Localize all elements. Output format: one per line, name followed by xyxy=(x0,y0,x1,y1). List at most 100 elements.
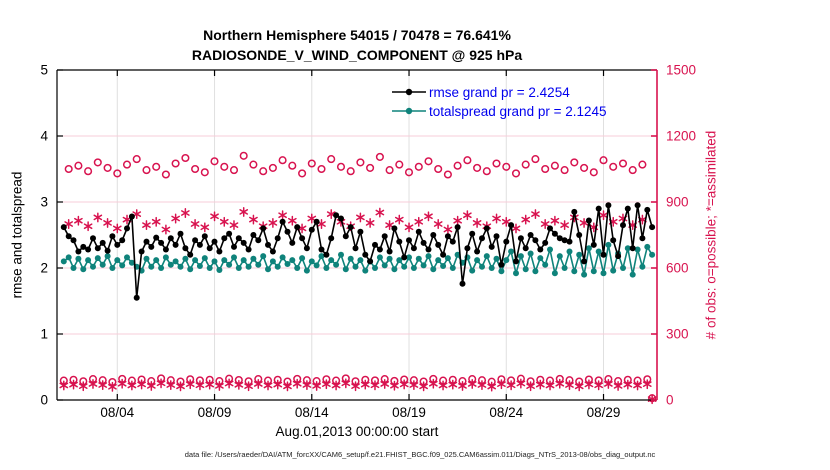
possible-marker xyxy=(589,168,598,177)
rmse-marker xyxy=(318,246,325,253)
totalspread-marker xyxy=(221,257,228,264)
totalspread-marker xyxy=(308,258,315,265)
x-tick-label: 08/04 xyxy=(100,405,134,420)
rmse-marker xyxy=(517,235,524,242)
totalspread-marker xyxy=(639,263,646,270)
totalspread-marker xyxy=(143,255,150,262)
totalspread-marker xyxy=(435,257,442,264)
assimilated-marker xyxy=(273,379,283,390)
totalspread-marker xyxy=(245,263,252,270)
rmse-marker xyxy=(235,235,242,242)
possible-marker xyxy=(327,155,336,164)
assimilated-marker xyxy=(516,378,526,389)
rmse-marker xyxy=(158,239,165,246)
possible-marker xyxy=(638,160,647,169)
totalspread-marker xyxy=(488,265,495,271)
assimilated-marker xyxy=(419,381,428,392)
rmse-marker xyxy=(522,245,529,252)
possible-marker xyxy=(64,164,73,174)
assimilated-marker xyxy=(287,215,297,226)
rmse-marker xyxy=(406,237,412,244)
assimilated-marker xyxy=(448,379,458,390)
totalspread-marker xyxy=(527,250,534,257)
rmse-marker xyxy=(503,238,510,245)
totalspread-marker xyxy=(211,258,218,265)
y-axis-label-right: # of obs: o=possible; *=assimilated xyxy=(703,130,719,340)
totalspread-marker xyxy=(444,255,451,262)
rmse-marker xyxy=(479,235,485,242)
rmse-marker xyxy=(75,248,82,255)
rmse-marker xyxy=(542,239,549,246)
assimilated-marker xyxy=(176,381,185,392)
totalspread-marker xyxy=(634,246,641,253)
rmse-marker xyxy=(192,237,199,244)
rmse-marker xyxy=(162,246,169,253)
totalspread-marker xyxy=(196,263,203,269)
axes xyxy=(56,69,658,401)
rmse-marker xyxy=(299,235,306,242)
totalspread-marker xyxy=(294,265,301,271)
totalspread-marker xyxy=(85,257,92,264)
rmse-marker xyxy=(396,238,403,245)
rmse-marker xyxy=(240,239,247,246)
assimilated-marker xyxy=(351,381,360,392)
rmse-marker xyxy=(493,233,500,240)
rmse-marker xyxy=(85,246,92,253)
totalspread-marker xyxy=(279,254,286,261)
totalspread-marker xyxy=(537,255,544,262)
totalspread-marker xyxy=(391,266,398,273)
assimilated-marker xyxy=(463,210,472,221)
legend-marker-rmse-icon xyxy=(392,88,426,96)
possible-marker xyxy=(132,155,141,164)
assimilated-marker xyxy=(83,221,93,232)
rmse-marker xyxy=(420,239,427,246)
assimilated-marker xyxy=(497,379,506,390)
rmse-marker xyxy=(338,215,344,222)
legend-item-rmse: rmse grand pr = 2.4254 xyxy=(391,83,607,101)
rmse-marker xyxy=(488,243,495,250)
assimilated-marker xyxy=(623,379,633,390)
possible-marker xyxy=(210,157,219,166)
assimilated-marker xyxy=(190,219,200,229)
totalspread-marker xyxy=(600,270,607,277)
assimilated-marker xyxy=(424,211,433,222)
rmse-marker xyxy=(605,202,612,209)
rmse-marker xyxy=(440,251,447,258)
rmse-marker xyxy=(124,225,130,232)
possible-marker xyxy=(443,170,452,179)
rmse-marker xyxy=(94,245,101,252)
totalspread-marker xyxy=(347,255,354,262)
y-tick-label-left: 0 xyxy=(40,393,48,408)
assimilated-marker xyxy=(487,381,497,392)
totalspread-marker xyxy=(566,248,573,255)
rmse-marker xyxy=(303,245,310,252)
totalspread-marker xyxy=(240,257,247,264)
rmse-marker xyxy=(153,234,160,241)
rmse-marker xyxy=(430,232,437,238)
assimilated-marker xyxy=(428,378,438,389)
totalspread-marker xyxy=(410,265,417,271)
legend: rmse grand pr = 2.4254 totalspread grand… xyxy=(391,83,607,120)
assimilated-marker xyxy=(156,378,166,389)
possible-marker xyxy=(502,162,511,171)
rmse-marker xyxy=(386,248,393,255)
assimilated-marker xyxy=(467,378,477,389)
totalspread-marker xyxy=(114,257,121,264)
rmse-marker xyxy=(527,232,534,238)
y-tick-label-right: 0 xyxy=(666,393,674,408)
totalspread-marker xyxy=(430,266,437,273)
possible-marker xyxy=(414,162,423,171)
assimilated-marker xyxy=(322,379,331,390)
assimilated-marker xyxy=(93,212,103,223)
totalspread-marker xyxy=(581,271,588,278)
rmse-marker xyxy=(576,232,583,238)
rmse-marker xyxy=(265,241,271,248)
rmse-marker xyxy=(284,228,291,235)
totalspread-marker xyxy=(60,258,67,265)
chart-subtitle: RADIOSONDE_V_WIND_COMPONENT @ 925 hPa xyxy=(191,47,523,63)
possible-marker xyxy=(74,161,83,170)
assimilated-marker xyxy=(599,210,608,221)
rmse-marker xyxy=(367,258,374,265)
assimilated-marker xyxy=(594,380,604,391)
y-tick-label-left: 2 xyxy=(40,261,48,276)
